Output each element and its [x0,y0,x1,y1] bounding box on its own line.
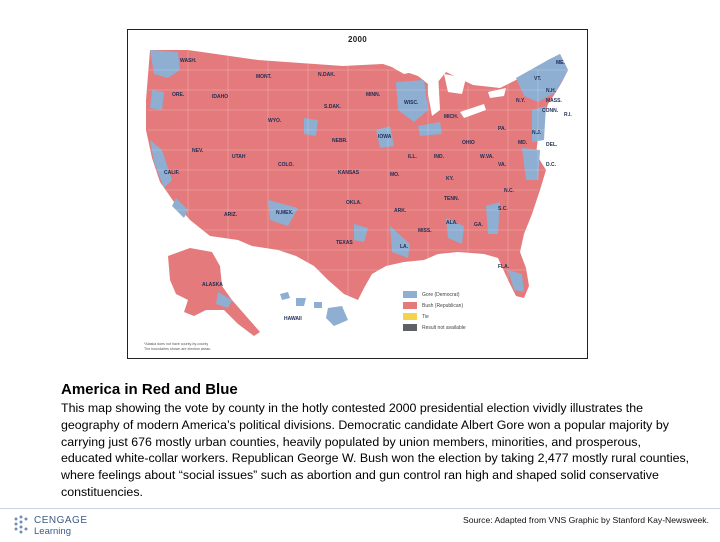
state-label-ndak: N.DAK. [318,72,336,78]
state-label-pa: PA. [498,126,506,132]
state-label-ga: GA. [474,222,483,228]
state-label-ala: ALA. [446,220,458,226]
state-label-nc: N.C. [504,188,514,194]
state-label-calif: CALIF. [164,170,180,176]
legend-item-bush: Bush (Republican) [403,300,466,311]
map-year: 2000 [348,35,367,44]
state-label-tenn: TENN. [444,196,459,202]
legend-swatch [403,291,417,298]
map-footnote: *Alaska does not have county-by-county T… [144,342,254,352]
footer-divider [0,508,720,509]
state-label-ark: ARK. [394,208,407,214]
state-label-mo: MO. [390,172,400,178]
state-label-utah: UTAH [232,154,246,160]
alaska-gore-area [216,292,232,308]
state-label-miss: MISS. [418,228,432,234]
state-label-me: ME. [556,60,565,66]
state-label-hawaii: HAWAII [284,316,302,322]
map-footnote-line: The boundaries shown are election areas. [144,347,211,351]
logo-wordmark-top: CENGAGE [34,515,88,526]
legend-item-tie: Tie [403,311,466,322]
state-label-nebr: NEBR. [332,138,348,144]
state-label-mich: MICH. [444,114,459,120]
election-map: 2000 WASH. ORE. CALIF. NEV. IDAHO MONT. … [127,29,588,359]
state-label-ind: IND. [434,154,444,160]
state-label-okla: OKLA. [346,200,362,206]
state-label-nmex: N.MEX. [276,210,294,216]
state-label-ky: KY. [446,176,454,182]
logo-wordmark-bottom: Learning [34,526,71,537]
source-credit: Source: Adapted from VNS Graphic by Stan… [463,515,709,525]
state-label-wash: WASH. [180,58,197,64]
legend-label: Result not available [422,324,466,331]
state-label-conn: CONN. [542,108,559,114]
map-legend: Gore (Democrat) Bush (Republican) Tie Re… [403,289,466,333]
state-label-del: DEL. [546,142,558,148]
state-label-md: MD. [518,140,528,146]
state-label-mont: MONT. [256,74,272,80]
state-label-minn: MINN. [366,92,381,98]
state-label-texas: TEXAS [336,240,353,246]
state-label-idaho: IDAHO [212,94,229,100]
state-label-nj: N.J. [532,130,542,136]
state-label-ohio: OHIO [462,140,475,146]
state-label-vt: VT. [534,76,542,82]
alaska-shape [168,248,260,336]
state-label-ny: N.Y. [516,98,526,104]
state-label-kansas: KANSAS [338,170,360,176]
state-label-sc: S.C. [498,206,508,212]
state-label-sdak: S.DAK. [324,104,341,110]
state-label-wisc: WISC. [404,100,419,106]
state-label-nev: NEV. [192,148,204,154]
state-label-ri: R.I. [564,112,572,118]
state-label-wva: W.VA. [480,154,494,160]
state-label-fla: FLA. [498,264,510,270]
county-map-graphic [146,50,568,336]
state-label-dc: D.C. [546,162,556,168]
state-label-wyo: WYO. [268,118,282,124]
great-lakes [390,60,506,118]
map-footnote-line: *Alaska does not have county-by-county [144,342,209,346]
state-label-ill: ILL. [408,154,417,160]
legend-label: Gore (Democrat) [422,291,460,298]
state-label-nh: N.H. [546,88,556,94]
legend-item-not-available: Result not available [403,322,466,333]
legend-swatch [403,313,417,320]
cengage-logo-icon [14,515,28,534]
legend-item-gore: Gore (Democrat) [403,289,466,300]
state-label-ore: ORE. [172,92,185,98]
legend-label: Bush (Republican) [422,302,464,309]
hawaii-shape [280,292,348,326]
state-label-alaska: ALASKA [202,282,223,288]
state-label-ariz: ARIZ. [224,212,238,218]
state-label-colo: COLO. [278,162,294,168]
legend-swatch [403,302,417,309]
cengage-logo: CENGAGE Learning [12,513,112,539]
state-label-mass: MASS. [546,98,562,104]
caption-title: America in Red and Blue [61,381,238,398]
county-grid [148,50,568,296]
state-label-iowa: IOWA [378,134,392,140]
legend-swatch [403,324,417,331]
state-label-la: LA. [400,244,409,250]
legend-label: Tie [422,313,429,320]
caption-body: This map showing the vote by county in t… [61,401,690,499]
state-label-va: VA. [498,162,506,168]
